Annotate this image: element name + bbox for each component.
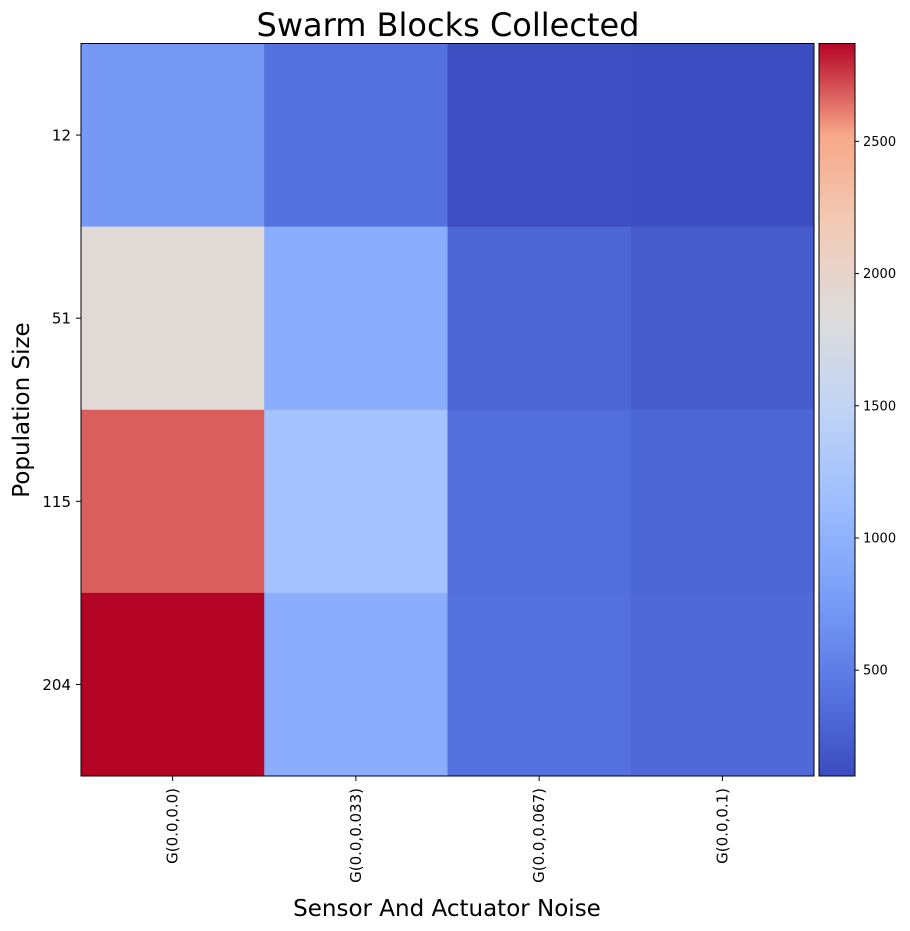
heatmap-cell [264,226,448,411]
heatmap-cell [447,226,632,411]
colorbar-tick-label: 1500 [863,399,896,414]
heatmap-cell [81,592,265,777]
heatmap-cell [630,592,815,777]
heatmap-cell [264,409,448,594]
x-tick-label: G(0.0,0.033) [347,788,365,883]
colorbar-ticks: 500 1000 1500 2000 2500 [855,135,896,679]
colorbar [818,43,856,777]
y-axis-label: Population Size [9,322,35,497]
x-tick-label: G(0.0,0.067) [530,788,548,883]
y-tick-label: 12 [52,127,71,145]
heatmap-cell [630,226,815,411]
x-axis-label: Sensor And Actuator Noise [293,896,601,922]
colorbar-tick-label: 500 [863,664,888,679]
x-tick-label: G(0.0,0.0) [164,788,182,864]
y-axis-ticks: 12 51 115 204 [42,127,81,694]
heatmap-cell [81,226,265,411]
heatmap-cell [81,409,265,594]
heatmap-cell [264,592,448,777]
heatmap-cell [264,43,448,228]
colorbar-tick-label: 2000 [863,267,896,282]
plot-frame [80,43,815,777]
heatmap-cell [630,43,815,228]
heatmap-cell [630,409,815,594]
heatmap-cell [447,43,632,228]
y-tick-label: 51 [52,310,71,328]
colorbar-tick-label: 2500 [863,135,896,150]
x-tick-label: G(0.0,0.1) [713,788,731,864]
heatmap-cell [447,592,632,777]
chart-title: Swarm Blocks Collected [257,6,640,44]
x-axis-ticks: G(0.0,0.0) G(0.0,0.033) G(0.0,0.067) G(0.0,… [164,776,731,883]
heatmap-cell [81,43,265,228]
y-tick-label: 204 [42,676,71,694]
heatmap-cells [81,43,815,777]
y-tick-label: 115 [42,493,71,511]
heatmap-cell [447,409,632,594]
colorbar-tick-label: 1000 [863,532,896,547]
